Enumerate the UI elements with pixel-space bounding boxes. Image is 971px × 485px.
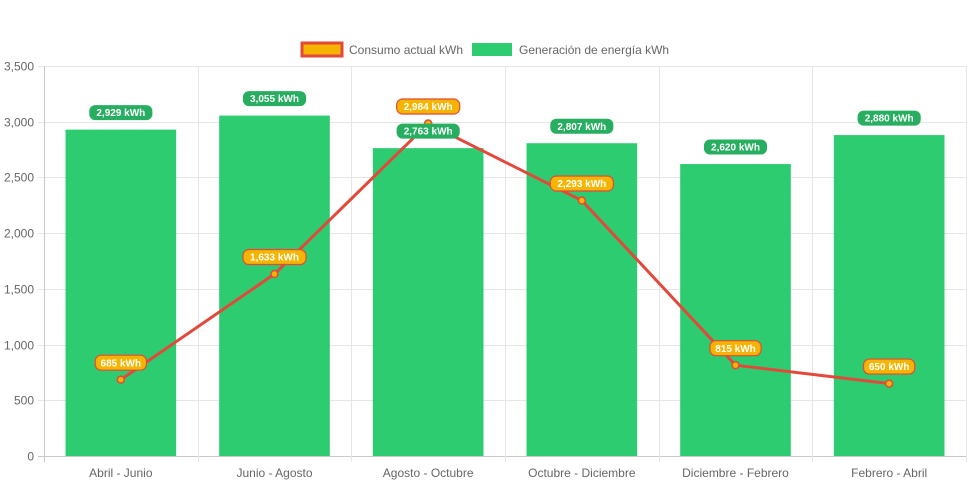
x-tick-label: Febrero - Abril: [851, 466, 927, 480]
y-tick-label: 2,000: [4, 227, 34, 241]
line-value-label-bg: [709, 340, 762, 357]
y-tick-label: 2,500: [4, 171, 34, 185]
legend-label-generacion: Generación de energía kWh: [519, 43, 669, 57]
axes: 0 500 1,000 1,500 2,000 2,500 3,000 3,500 Abril …: [4, 60, 927, 481]
line-value-label: 2,293 kWh: [549, 175, 614, 192]
x-tick-label: Octubre - Diciembre: [528, 466, 636, 480]
line-value-label-bg: [862, 358, 916, 375]
line-value-label: 815 kWh: [709, 340, 762, 357]
legend-swatch-generacion: [472, 43, 512, 56]
bar-value-label-text: 2,763 kWh: [404, 127, 453, 138]
bar-value-label: 2,807 kWh: [550, 118, 614, 134]
legend-item-consumo[interactable]: Consumo actual kWh: [300, 41, 463, 58]
x-tick-label: Diciembre - Febrero: [682, 466, 789, 480]
line-value-label: 650 kWh: [862, 358, 916, 375]
bar[interactable]: [219, 115, 330, 456]
line-point[interactable]: [270, 269, 279, 279]
y-tick-label: 0: [27, 450, 34, 464]
line-value-label-text: 2,293 kWh: [557, 179, 606, 190]
bar-value-label-bg: [242, 91, 307, 107]
x-tick-label: Agosto - Octubre: [383, 466, 474, 480]
bar-value-label: 2,620 kWh: [703, 139, 768, 155]
line-value-label: 685 kWh: [94, 354, 148, 371]
bar-value-label-bg: [703, 139, 768, 155]
bar-value-label: 3,055 kWh: [242, 91, 307, 107]
x-tick-label: Abril - Junio: [89, 466, 153, 480]
bar[interactable]: [372, 148, 484, 456]
legend-swatch-consumo: [300, 41, 344, 58]
consumption-line: [116, 119, 894, 388]
bar-value-label-text: 2,929 kWh: [96, 108, 145, 119]
bar-value-label: 2,929 kWh: [89, 105, 153, 121]
y-tick-label: 3,000: [4, 116, 34, 130]
line-value-label-text: 1,633 kWh: [250, 253, 299, 264]
line-value-label-text: 2,984 kWh: [404, 102, 453, 113]
line-value-label-text: 650 kWh: [869, 362, 910, 373]
line-value-label-bg: [549, 175, 614, 192]
y-tick-label: 3,500: [4, 60, 34, 74]
line-point[interactable]: [577, 196, 587, 205]
bar-value-label-text: 3,055 kWh: [250, 94, 299, 105]
grid: [38, 66, 967, 462]
line-value-label: 1,633 kWh: [242, 248, 307, 266]
bar-value-label: 2,880 kWh: [857, 110, 921, 126]
line-value-label-bg: [396, 98, 461, 115]
data-labels: 2,929 kWh 3,055 kWh 2,763 kWh 2,807 kWh 2,62…: [89, 91, 921, 375]
y-tick-label: 500: [14, 394, 34, 408]
bar-value-label-text: 2,620 kWh: [711, 143, 760, 154]
line-path: [119, 121, 890, 386]
line-point[interactable]: [884, 379, 894, 388]
bar[interactable]: [680, 164, 791, 457]
legend-label-consumo: Consumo actual kWh: [349, 43, 463, 57]
bar-value-label-text: 2,807 kWh: [557, 122, 606, 133]
bar-value-label-bg: [857, 110, 921, 126]
bar[interactable]: [526, 143, 638, 456]
line-value-label-text: 815 kWh: [715, 344, 756, 355]
x-tick-label: Junio - Agosto: [236, 466, 312, 480]
bars: [65, 115, 945, 457]
line-value-label: 2,984 kWh: [396, 98, 461, 115]
bar-value-label: 2,763 kWh: [396, 123, 460, 139]
bar[interactable]: [833, 135, 945, 457]
bar[interactable]: [65, 129, 177, 456]
bar-value-label-bg: [550, 118, 614, 134]
line-point[interactable]: [731, 360, 740, 370]
legend-item-generacion[interactable]: Generación de energía kWh: [472, 43, 669, 57]
legend[interactable]: Consumo actual kWh Generación de energía …: [300, 41, 669, 58]
y-tick-label: 1,500: [4, 283, 34, 297]
line-value-label-bg: [242, 248, 307, 266]
line-value-label-text: 685 kWh: [101, 358, 142, 369]
bar-value-label-bg: [396, 123, 460, 139]
line-value-label-bg: [94, 354, 148, 371]
bar-value-label-text: 2,880 kWh: [865, 114, 914, 125]
y-tick-label: 1,000: [4, 339, 34, 353]
bar-value-label-bg: [89, 105, 153, 121]
line-point[interactable]: [116, 375, 126, 384]
